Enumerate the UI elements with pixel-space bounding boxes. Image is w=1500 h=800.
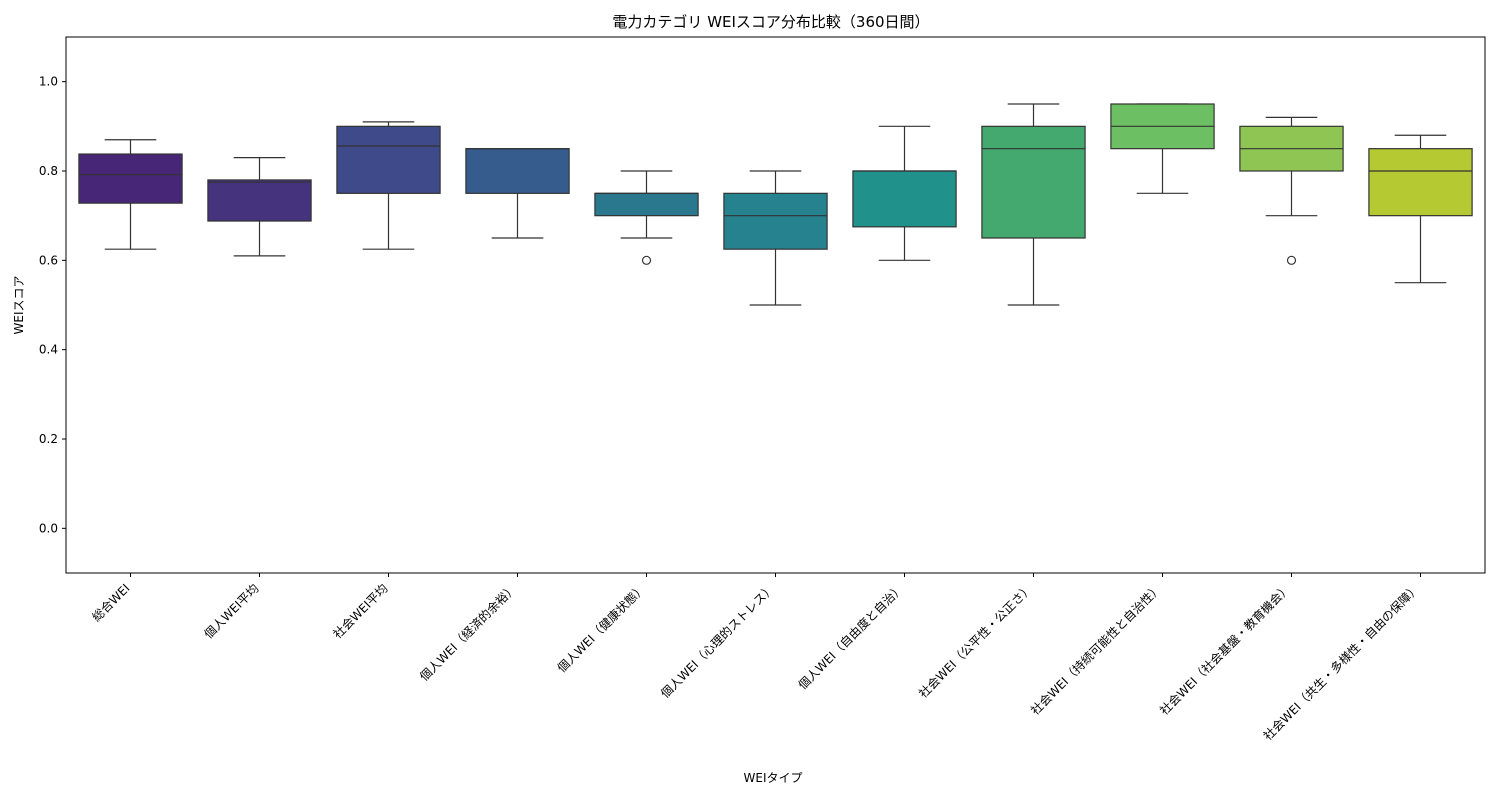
box-iqr <box>78 153 183 204</box>
box-7 <box>852 125 957 261</box>
box-3 <box>336 121 441 250</box>
x-tick-label: 総合WEI <box>89 581 133 625</box>
x-axis-ticks: 総合WEI 個人WEI平均 社会WEI平均 個人WEI（経済的余裕） 個人WEI（健康状… <box>89 573 1423 743</box>
y-tick-label: 0.4 <box>39 343 58 357</box>
y-tick-label: 1.0 <box>39 75 58 89</box>
box-8 <box>981 103 1086 306</box>
x-tick-label: 個人WEI（心理的ストレス） <box>657 581 777 701</box>
x-tick-label: 社会WEI平均 <box>330 581 391 642</box>
box-iqr <box>594 192 699 217</box>
box-5 <box>594 170 699 265</box>
box-iqr <box>465 148 570 194</box>
x-tick-label: 社会WEI（公平性・公正さ） <box>915 581 1035 701</box>
x-tick-label: 個人WEI平均 <box>202 581 262 641</box>
x-tick-label: 個人WEI（経済的余裕） <box>416 581 519 684</box>
box-iqr <box>336 125 441 194</box>
box-11 <box>1368 134 1473 284</box>
x-axis-label: WEIタイプ <box>744 771 803 785</box>
outlier-point <box>641 255 652 265</box>
box-iqr <box>852 170 957 228</box>
y-tick-label: 0.8 <box>39 164 58 178</box>
outlier-point <box>1286 255 1297 265</box>
chart-title: 電力カテゴリ WEIスコア分布比較（360日間） <box>612 13 929 31</box>
box-iqr <box>207 179 312 222</box>
x-tick-label: 社会WEI（共生・多様性・自由の保障） <box>1260 581 1423 744</box>
box-iqr <box>1368 148 1473 217</box>
box-2 <box>207 157 312 257</box>
y-tick-label: 0.0 <box>39 521 58 535</box>
box-9 <box>1110 103 1215 194</box>
x-tick-label: 社会WEI（社会基盤・教育機会） <box>1156 581 1293 718</box>
box-10 <box>1239 116 1344 265</box>
box-6 <box>723 170 828 306</box>
y-tick-label: 0.6 <box>39 253 58 267</box>
y-axis-ticks: 0.0 0.2 0.4 0.6 0.8 1.0 <box>39 75 66 535</box>
box-1 <box>78 139 183 250</box>
x-tick-label: 個人WEI（健康状態） <box>554 581 649 676</box>
y-tick-label: 0.2 <box>39 432 58 446</box>
x-tick-label: 社会WEI（持続可能性と自治性） <box>1027 581 1164 718</box>
box-series <box>78 103 1473 306</box>
x-tick-label: 個人WEI（自由度と自治） <box>795 581 907 693</box>
box-4 <box>465 148 570 239</box>
box-iqr <box>723 192 828 250</box>
y-axis-label: WEIスコア <box>12 276 26 335</box>
box-iqr <box>981 125 1086 239</box>
